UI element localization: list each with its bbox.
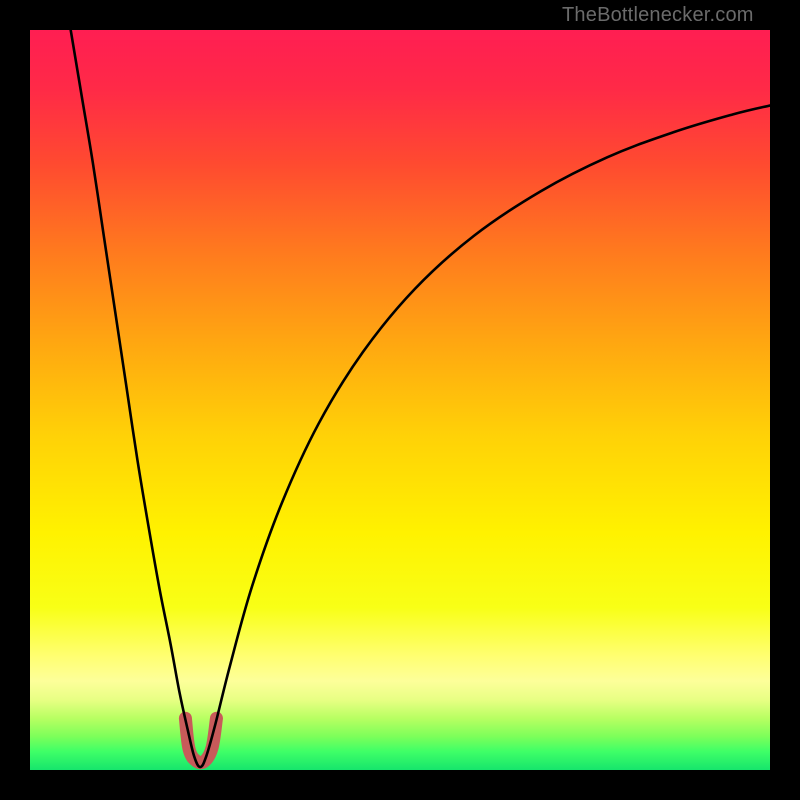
plot-area [30,30,770,770]
chart-canvas: TheBottlenecker.com [0,0,800,800]
watermark-text: TheBottlenecker.com [562,4,754,27]
curve-layer [30,30,770,770]
bottleneck-curve [71,30,770,767]
